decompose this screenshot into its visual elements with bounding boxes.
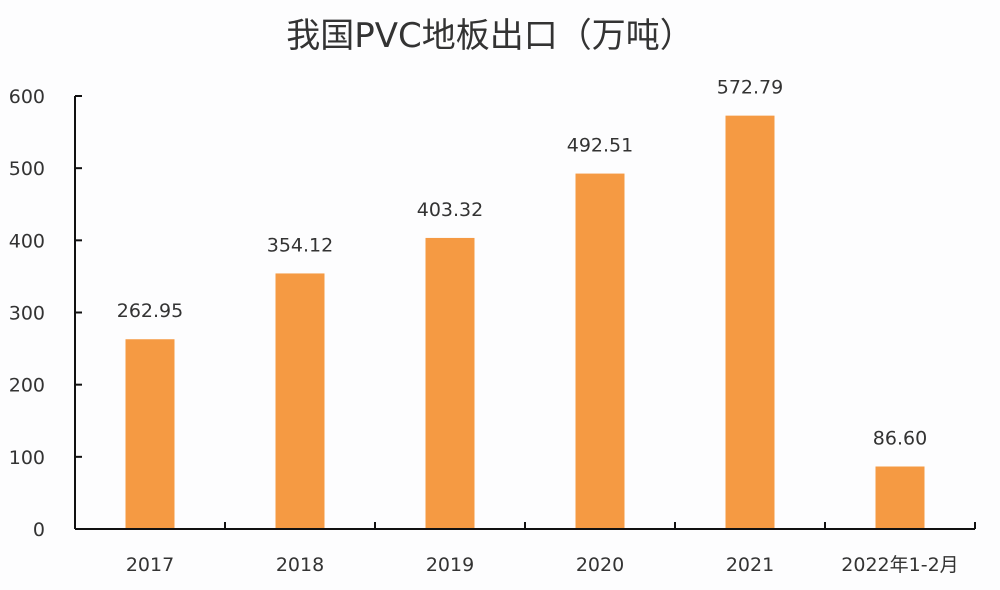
bar-2020 [575,173,625,529]
data-label: 492.51 [567,135,633,157]
x-tick-label: 2019 [426,554,474,576]
y-tick-label: 200 [9,375,45,397]
bar-2022年1-2月 [875,466,925,529]
y-tick-label: 0 [33,519,45,541]
x-tick-label: 2022年1-2月 [841,554,958,576]
bar-2017 [125,339,175,529]
y-tick-label: 500 [9,158,45,180]
x-tick-label: 2017 [126,554,174,576]
data-label: 262.95 [117,300,183,322]
y-tick-label: 300 [9,303,45,325]
data-label: 572.79 [717,77,783,99]
bar-2018 [275,273,325,529]
x-tick-label: 2020 [576,554,624,576]
data-label: 354.12 [267,234,333,256]
y-tick-label: 400 [9,230,45,252]
data-label: 403.32 [417,199,483,221]
data-label: 86.60 [873,428,927,450]
bar-2021 [725,115,775,530]
y-tick-label: 600 [9,86,45,108]
chart-title: 我国PVC地板出口（万吨） [286,16,694,56]
y-tick-label: 100 [9,447,45,469]
bar-2019 [425,237,475,530]
x-tick-label: 2018 [276,554,324,576]
x-tick-label: 2021 [726,554,774,576]
